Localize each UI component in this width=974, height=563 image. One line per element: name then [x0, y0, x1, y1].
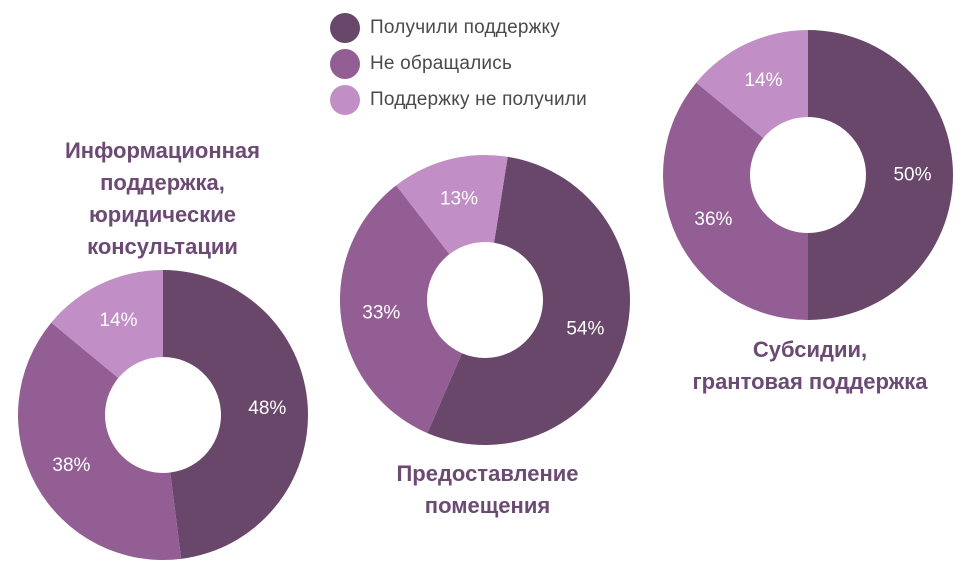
slice-label: 33% [362, 303, 400, 324]
slice-not-applied [663, 82, 808, 320]
slice-received [163, 270, 309, 559]
legend-swatch-not-applied [330, 49, 360, 79]
slice-label: 54% [566, 319, 604, 340]
legend-item-received: Получили поддержку [330, 10, 587, 46]
slice-label: 38% [52, 455, 90, 476]
chart-title-line: поддержка, [100, 170, 225, 195]
legend-label-received: Получили поддержку [370, 17, 560, 38]
legend-item-not-applied: Не обращались [330, 46, 587, 82]
chart-title-line: грантовая поддержка [692, 369, 928, 394]
slice-not-applied [18, 322, 182, 560]
chart-title-line: помещения [424, 493, 551, 518]
slice-label: 14% [744, 70, 782, 91]
chart-title-line: Информационная [64, 138, 260, 163]
chart-title-line: юридические [89, 202, 236, 227]
donut-chart-information-support: 48% 38% 14% [18, 270, 309, 560]
legend-label-not-received: Поддержку не получили [370, 89, 587, 110]
chart-title-line: Предоставление [396, 461, 579, 486]
chart-title-line: Субсидии, [752, 337, 868, 362]
slice-not-received [51, 270, 163, 379]
slice-not-received [696, 30, 808, 139]
legend-swatch-received [330, 13, 360, 43]
legend-item-not-received: Поддержку не получили [330, 82, 587, 118]
slice-label: 48% [248, 398, 286, 419]
slice-not-applied [340, 185, 462, 434]
slice-label: 50% [893, 165, 931, 186]
slice-label: 36% [694, 209, 732, 230]
legend: Получили поддержку Не обращались Поддерж… [330, 10, 587, 118]
donut-chart-subsidies: 50% 36% 14% [663, 30, 953, 320]
donut-chart-premises: 54% 33% 13% [340, 155, 630, 446]
chart-title-line: консультации [87, 234, 238, 259]
slice-not-received [396, 155, 508, 255]
chart-title-information-support: Информационная поддержка, юридические ко… [20, 135, 305, 263]
slice-label: 14% [99, 310, 137, 331]
slice-received [427, 156, 630, 446]
slice-label: 13% [440, 188, 478, 209]
legend-swatch-not-received [330, 85, 360, 115]
slice-received [808, 30, 953, 320]
chart-title-premises: Предоставление помещения [345, 458, 630, 522]
legend-label-not-applied: Не обращались [370, 53, 513, 74]
chart-title-subsidies: Субсидии, грантовая поддержка [660, 334, 960, 398]
